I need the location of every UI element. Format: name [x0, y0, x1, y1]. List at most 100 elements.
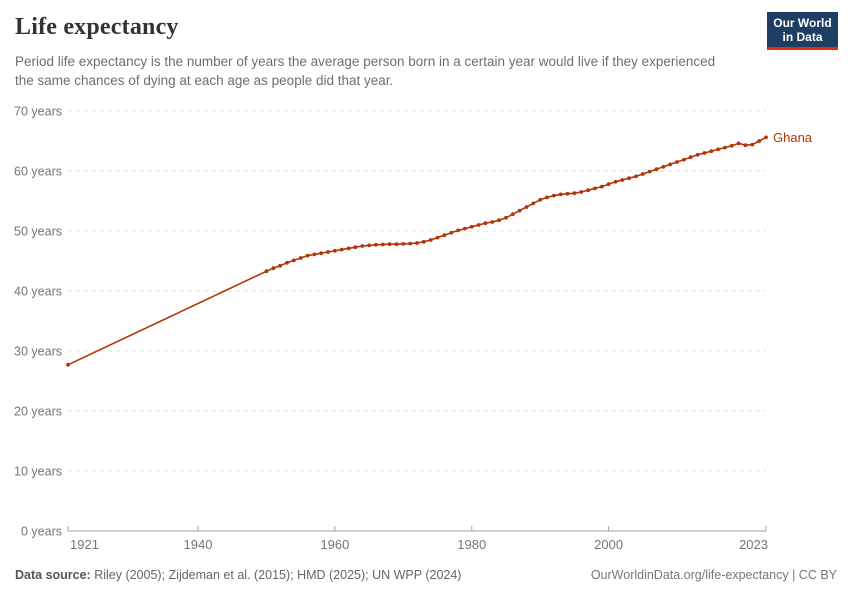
page-title: Life expectancy — [15, 14, 179, 40]
series-end-label: Ghana — [773, 130, 813, 145]
data-point — [545, 195, 549, 200]
data-point — [312, 252, 317, 257]
data-point — [586, 188, 590, 193]
x-axis-label: 2000 — [594, 537, 623, 552]
data-point — [620, 178, 625, 182]
y-axis-label: 60 years — [14, 165, 62, 179]
data-source: Data source: Riley (2005); Zijdeman et a… — [15, 568, 461, 582]
data-point — [401, 242, 406, 246]
data-point — [367, 243, 371, 248]
x-axis-label: 1921 — [70, 537, 99, 552]
data-point — [702, 151, 707, 155]
data-point — [517, 208, 522, 213]
owid-logo-line2: in Data — [782, 29, 823, 44]
owid-logo-line1: Our World — [773, 15, 832, 30]
data-point — [278, 263, 282, 268]
data-point — [456, 228, 460, 233]
data-point — [285, 260, 289, 265]
x-axis-label: 1960 — [320, 537, 349, 552]
data-point — [490, 220, 495, 224]
data-point — [606, 182, 611, 187]
data-point — [463, 226, 467, 231]
data-point — [695, 152, 700, 157]
data-point — [504, 215, 508, 220]
data-point — [558, 192, 563, 197]
owid-logo: Our World in Data — [767, 12, 838, 50]
data-point — [360, 244, 365, 248]
data-point — [613, 179, 618, 184]
data-point — [688, 155, 693, 160]
y-axis-label: 0 years — [21, 525, 62, 539]
data-point — [469, 224, 474, 229]
data-point — [682, 157, 686, 162]
data-point — [291, 258, 296, 263]
data-point — [428, 238, 433, 242]
x-axis-label: 1980 — [457, 537, 486, 552]
data-point — [750, 142, 755, 147]
data-source-text: Riley (2005); Zijdeman et al. (2015); HM… — [90, 568, 462, 582]
data-point — [757, 139, 762, 143]
data-point — [579, 190, 584, 194]
data-point — [723, 145, 727, 150]
data-point — [394, 242, 399, 247]
chart-subtitle: Period life expectancy is the number of … — [15, 54, 716, 88]
data-point — [661, 164, 666, 169]
x-axis-label: 1940 — [184, 537, 213, 552]
data-point — [476, 223, 481, 227]
x-axis-label: 2023 — [739, 537, 768, 552]
data-point — [675, 160, 679, 164]
data-point — [353, 245, 358, 250]
data-point — [387, 242, 392, 247]
data-point — [435, 235, 440, 240]
data-point — [565, 191, 570, 196]
data-point — [415, 241, 419, 245]
data-point — [497, 218, 501, 223]
data-point — [736, 141, 741, 146]
data-point — [66, 362, 70, 367]
y-axis-label: 30 years — [14, 345, 62, 359]
data-point — [634, 174, 638, 179]
data-point — [346, 246, 351, 251]
data-point — [483, 221, 488, 226]
data-point — [380, 242, 385, 247]
data-point — [374, 242, 378, 247]
data-point — [531, 201, 536, 206]
data-point — [593, 186, 597, 191]
data-point — [305, 253, 310, 258]
data-point — [442, 233, 447, 238]
data-point — [572, 191, 577, 196]
data-point — [654, 167, 659, 172]
data-point — [339, 247, 344, 252]
data-point — [647, 169, 652, 174]
data-point — [599, 184, 604, 189]
data-point — [709, 149, 714, 154]
data-point — [449, 230, 454, 235]
y-axis-label: 50 years — [14, 225, 62, 239]
data-point — [668, 162, 673, 167]
data-point — [524, 205, 529, 209]
data-point — [298, 256, 303, 260]
data-source-label: Data source: — [15, 568, 91, 582]
data-point — [538, 197, 543, 202]
y-axis-label: 20 years — [14, 405, 62, 419]
data-point — [421, 239, 426, 244]
data-point — [716, 147, 720, 152]
data-point — [627, 176, 631, 181]
footer-link[interactable]: OurWorldinData.org/life-expectancy | CC … — [590, 568, 837, 582]
data-point — [552, 193, 556, 198]
data-point — [326, 250, 330, 254]
data-point — [510, 212, 515, 217]
data-point — [640, 172, 645, 176]
y-axis-label: 70 years — [14, 105, 62, 119]
data-point — [333, 248, 337, 253]
data-point — [743, 143, 748, 148]
data-point — [264, 269, 269, 274]
data-point — [729, 143, 734, 148]
y-axis-label: 40 years — [14, 285, 62, 299]
data-point — [408, 241, 413, 246]
data-point — [271, 266, 276, 271]
data-point — [764, 135, 768, 140]
data-point — [319, 251, 324, 256]
